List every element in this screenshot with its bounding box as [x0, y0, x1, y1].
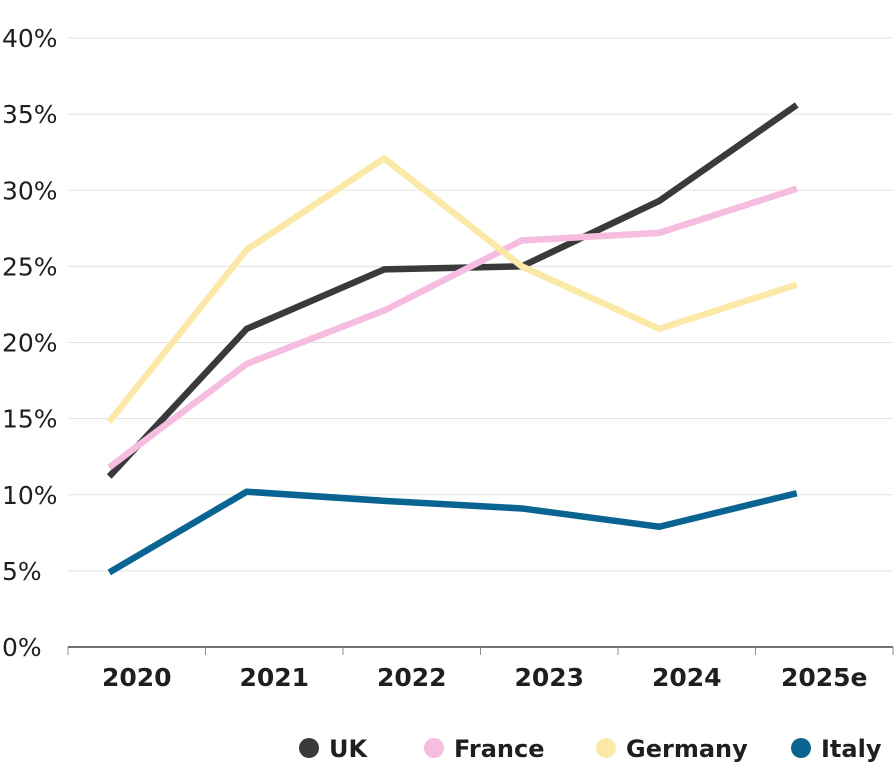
series-lines — [106, 102, 799, 576]
x-axis: 2020 2021 2022 2023 2024 2025e — [67, 646, 894, 692]
legend-marker-italy — [791, 738, 811, 758]
y-tick-label: 30% — [2, 176, 58, 205]
series-line-germany — [106, 155, 798, 424]
legend-label-uk: UK — [329, 735, 368, 763]
x-tick-label: 2022 — [377, 663, 447, 692]
legend: UK France Germany Italy — [299, 735, 882, 763]
legend-label-france: France — [454, 735, 544, 763]
series-line-uk — [106, 102, 799, 479]
series-line-italy — [107, 488, 798, 576]
x-tick-label: 2025e — [781, 663, 868, 692]
legend-marker-uk — [299, 738, 319, 758]
x-tick-label: 2020 — [102, 663, 172, 692]
y-tick-label: 25% — [2, 252, 58, 281]
y-axis: 0% 5% 10% 15% 20% 25% 30% 35% 40% — [2, 24, 58, 662]
y-tick-label: 10% — [2, 481, 58, 510]
x-tick-label: 2024 — [652, 663, 722, 692]
legend-marker-germany — [596, 738, 616, 758]
y-tick-label: 40% — [2, 24, 58, 53]
legend-label-germany: Germany — [626, 735, 748, 763]
y-tick-label: 0% — [2, 633, 42, 662]
gridlines — [68, 37, 893, 572]
series-line-france — [107, 185, 798, 470]
legend-marker-france — [424, 738, 444, 758]
y-tick-label: 20% — [2, 329, 58, 358]
y-tick-label: 35% — [2, 100, 58, 129]
x-tick-label: 2021 — [239, 663, 309, 692]
y-tick-label: 15% — [2, 405, 58, 434]
legend-label-italy: Italy — [821, 735, 882, 763]
x-tick-label: 2023 — [514, 663, 584, 692]
y-tick-label: 5% — [2, 557, 42, 586]
